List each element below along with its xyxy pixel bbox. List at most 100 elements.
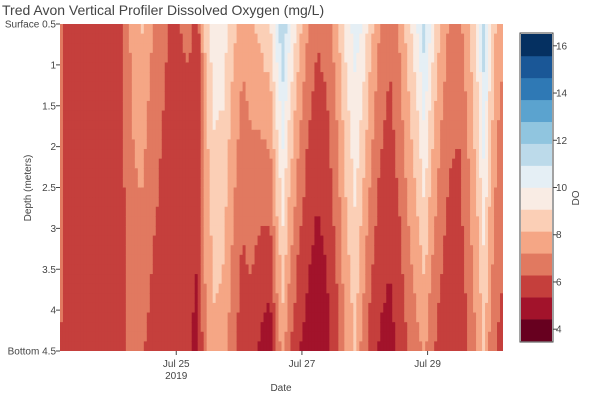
heatmap-cell (158, 43, 163, 54)
heatmap-cell (131, 302, 136, 314)
heatmap-cell (491, 100, 495, 112)
heatmap-cell (458, 72, 462, 83)
heatmap-cell (251, 139, 256, 150)
heatmap-cell (137, 206, 142, 217)
heatmap-cell (428, 341, 432, 351)
heatmap-cell (344, 322, 348, 333)
heatmap-cell (266, 225, 271, 237)
heatmap-cell (104, 100, 109, 112)
heatmap-cell (266, 100, 271, 112)
heatmap-cell (149, 293, 154, 304)
heatmap-cell (275, 254, 280, 266)
heatmap-cell (344, 216, 348, 227)
heatmap-cell (497, 245, 501, 256)
heatmap-cell (371, 331, 375, 342)
heatmap-cell (278, 43, 283, 54)
heatmap-cell (140, 139, 145, 150)
heatmap-cell (71, 197, 76, 208)
heatmap-cell (359, 158, 363, 169)
heatmap-cell (476, 235, 480, 246)
heatmap-cell (251, 72, 256, 83)
heatmap-cell (215, 91, 220, 102)
heatmap-cell (371, 187, 375, 198)
heatmap-cell (389, 62, 393, 73)
heatmap-cell (173, 149, 178, 160)
heatmap-cell (299, 91, 304, 102)
heatmap-cell (353, 139, 357, 150)
heatmap-cell (182, 312, 187, 323)
heatmap-cell (482, 206, 486, 217)
heatmap-cell (170, 274, 175, 285)
heatmap-cell (197, 254, 202, 266)
heatmap-cell (416, 187, 420, 198)
heatmap-cell (71, 283, 76, 294)
heatmap-cell (458, 81, 462, 92)
heatmap-cell (110, 216, 115, 227)
heatmap-cell (398, 177, 402, 189)
heatmap-cell (194, 62, 199, 73)
heatmap-cell (317, 331, 322, 342)
heatmap-cell (71, 225, 76, 237)
heatmap-cell (65, 149, 70, 160)
heatmap-cell (452, 187, 456, 198)
heatmap-cell (251, 120, 256, 131)
heatmap-cell (404, 62, 408, 73)
heatmap-cell (473, 139, 477, 150)
heatmap-cell (344, 129, 348, 141)
heatmap-cell (290, 62, 295, 73)
heatmap-cell (248, 24, 253, 35)
heatmap-cell (383, 312, 387, 323)
heatmap-cell (140, 341, 145, 351)
heatmap-cell (155, 322, 160, 333)
heatmap-cell (83, 187, 88, 198)
heatmap-cell (473, 225, 477, 237)
heatmap-cell (113, 197, 118, 208)
heatmap-cell (284, 264, 289, 275)
heatmap-cell (86, 139, 91, 150)
heatmap-cell (467, 302, 471, 314)
heatmap-cell (410, 283, 414, 294)
heatmap-cell (416, 283, 420, 294)
heatmap-cell (323, 177, 327, 189)
heatmap-cell (263, 206, 268, 217)
heatmap-cell (386, 120, 390, 131)
heatmap-cell (407, 129, 411, 141)
heatmap-cell (383, 274, 387, 285)
heatmap-cell (260, 225, 265, 237)
heatmap-cell (350, 139, 354, 150)
heatmap-cell (188, 72, 193, 83)
heatmap-cell (308, 149, 313, 160)
heatmap-cell (404, 254, 408, 266)
heatmap-cell (464, 91, 468, 102)
heatmap-cell (128, 158, 133, 169)
heatmap-cell (278, 312, 283, 323)
heatmap-cell (410, 206, 414, 217)
heatmap-cell (467, 254, 471, 266)
heatmap-cell (446, 235, 450, 246)
heatmap-cell (215, 149, 220, 160)
heatmap-cell (449, 312, 453, 323)
heatmap-cell (254, 245, 259, 256)
heatmap-cell (359, 283, 363, 294)
heatmap-cell (161, 177, 166, 189)
heatmap-cell (203, 62, 208, 73)
heatmap-cell (206, 158, 211, 169)
heatmap-cell (464, 129, 468, 141)
heatmap-cell (65, 283, 70, 294)
heatmap-cell (209, 139, 214, 150)
heatmap-cell (269, 168, 274, 179)
heatmap-cell (62, 139, 67, 150)
heatmap-cell (275, 225, 280, 237)
heatmap-cell (314, 100, 319, 112)
heatmap-cell (308, 264, 313, 275)
heatmap-cell (191, 197, 196, 208)
heatmap-cell (347, 72, 351, 83)
heatmap-cell (410, 24, 414, 35)
heatmap-cell (263, 158, 268, 169)
heatmap-cell (116, 52, 121, 64)
heatmap-cell (176, 81, 181, 92)
heatmap-cell (248, 274, 253, 285)
heatmap-cell (257, 52, 262, 64)
heatmap-cell (212, 254, 217, 266)
heatmap-cell (497, 225, 501, 237)
